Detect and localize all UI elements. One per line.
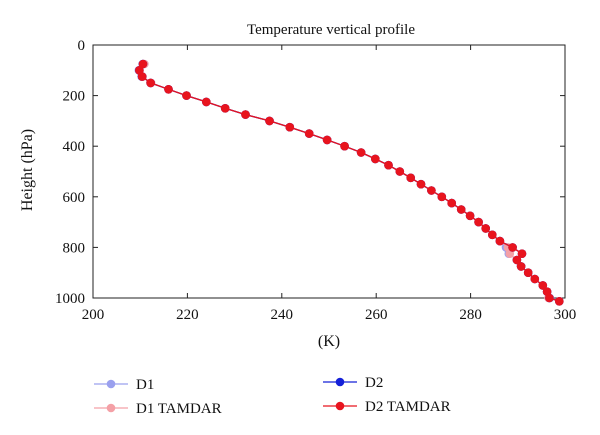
data-point — [447, 198, 457, 208]
data-point — [322, 135, 332, 145]
data-point — [523, 268, 533, 278]
legend-item: D1 TAMDAR — [94, 401, 222, 417]
legend-label: D2 — [365, 375, 383, 391]
data-point — [406, 173, 416, 183]
x-axis-label: (K) — [318, 333, 340, 350]
series-d1-tamdar — [135, 59, 564, 306]
y-tick-label: 800 — [63, 240, 86, 256]
series-d2-tamdar — [135, 59, 564, 306]
data-point — [164, 85, 173, 94]
data-point — [488, 230, 497, 240]
legend: D1 D1 TAMDAR D2 D2 TAMDAR — [94, 375, 451, 417]
data-point — [437, 192, 447, 202]
x-tick-label: 260 — [365, 307, 388, 323]
data-point — [555, 297, 564, 306]
data-point — [474, 217, 483, 227]
data-point — [241, 110, 250, 119]
legend-label: D1 TAMDAR — [136, 401, 222, 417]
x-tick-label: 300 — [554, 307, 577, 323]
data-point — [517, 249, 527, 258]
data-point — [356, 148, 366, 157]
series-line — [138, 63, 560, 302]
series-d2 — [135, 59, 564, 306]
data-point — [285, 122, 295, 132]
y-tick-label: 0 — [78, 38, 86, 54]
y-tick-label: 1000 — [55, 291, 85, 307]
x-tick-label: 280 — [459, 307, 482, 323]
y-tick-label: 400 — [63, 139, 86, 155]
data-point — [456, 205, 466, 214]
x-tick-label: 200 — [82, 307, 105, 323]
data-point — [304, 129, 314, 138]
legend-marker — [106, 379, 116, 389]
series-line — [138, 63, 560, 302]
y-axis-ticks: 0 200 400 600 800 1000 — [55, 38, 565, 307]
legend-item: D2 TAMDAR — [323, 399, 451, 415]
data-point — [340, 141, 349, 151]
x-axis-ticks: 200 220 240 260 280 300 — [82, 45, 577, 323]
data-point — [465, 211, 475, 221]
series-layer — [134, 59, 564, 306]
plot-frame — [92, 44, 566, 299]
data-point — [265, 116, 274, 126]
data-point — [146, 78, 155, 88]
legend-item: D1 — [94, 377, 154, 393]
legend-item: D2 — [323, 375, 383, 391]
data-point — [384, 160, 393, 170]
x-tick-label: 220 — [176, 307, 199, 323]
series-d1 — [134, 59, 564, 306]
data-point — [427, 186, 436, 195]
data-point — [530, 274, 540, 284]
legend-label: D1 — [136, 377, 154, 393]
data-point — [371, 154, 380, 164]
chart-title: Temperature vertical profile — [247, 22, 415, 38]
data-point — [138, 59, 148, 69]
data-point — [545, 293, 554, 303]
data-point — [495, 236, 505, 246]
y-axis-label: Height (hPa) — [19, 129, 36, 211]
legend-marker — [335, 401, 345, 411]
data-point — [508, 243, 517, 252]
data-point — [481, 224, 491, 233]
data-point — [538, 281, 548, 290]
y-tick-label: 200 — [63, 89, 86, 105]
data-point — [137, 72, 147, 81]
plot-border — [92, 44, 566, 299]
legend-marker — [335, 377, 345, 387]
data-point — [395, 167, 405, 176]
data-point — [416, 179, 426, 189]
data-point — [202, 97, 211, 107]
series-line — [138, 63, 560, 302]
x-tick-label: 240 — [271, 307, 294, 323]
data-point — [220, 104, 230, 113]
data-point — [516, 262, 526, 271]
legend-marker — [106, 403, 116, 413]
series-line — [138, 63, 560, 302]
data-point — [182, 91, 191, 100]
y-tick-label: 600 — [63, 190, 86, 206]
legend-label: D2 TAMDAR — [365, 399, 451, 415]
data-point — [512, 255, 522, 265]
